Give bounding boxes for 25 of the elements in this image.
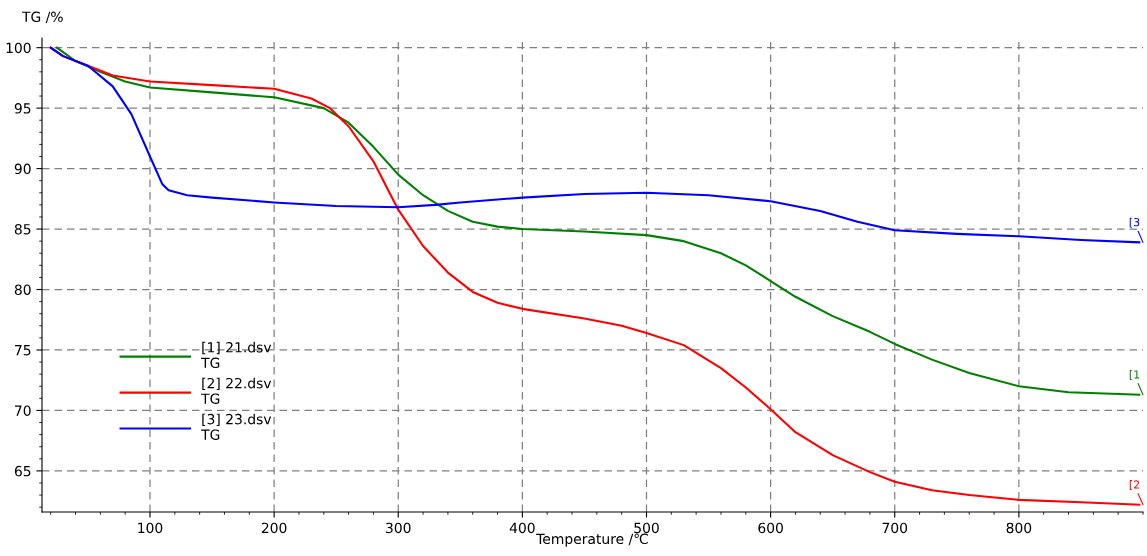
- y-tick-label: 100: [6, 42, 31, 54]
- line-series: [49, 46, 1141, 244]
- x-tick-label: 400: [509, 522, 535, 534]
- legend-label: [1] 21.dsv TG: [201, 341, 272, 369]
- y-axis-title: TG /%: [21, 11, 63, 24]
- x-tick-label: 800: [1006, 522, 1032, 534]
- y-tick-label: 85: [14, 224, 31, 235]
- x-tick-label: 300: [386, 522, 411, 534]
- y-tick-label: 65: [14, 465, 31, 477]
- annotation: [2: [1129, 480, 1140, 491]
- x-tick-label: 100: [138, 522, 163, 534]
- annotation: [3: [1129, 217, 1140, 228]
- x-tick-label: 600: [758, 522, 783, 534]
- legend-label: [3] 23.dsv TG: [201, 413, 272, 440]
- y-tick-label: 75: [15, 345, 31, 356]
- annotation: [1: [1129, 370, 1140, 380]
- y-tick-label: 80: [14, 284, 31, 295]
- y-tick-label: 95: [14, 103, 31, 114]
- y-tick-label: 70: [15, 405, 31, 416]
- legend-label: [2] 22.dsv TG: [201, 377, 272, 404]
- x-tick-label: 700: [882, 522, 908, 534]
- x-axis-title: Temperature /℃: [536, 533, 648, 547]
- x-tick-label: 200: [261, 522, 287, 534]
- x-tick-label: 500: [634, 522, 659, 534]
- y-tick-label: 90: [14, 163, 31, 175]
